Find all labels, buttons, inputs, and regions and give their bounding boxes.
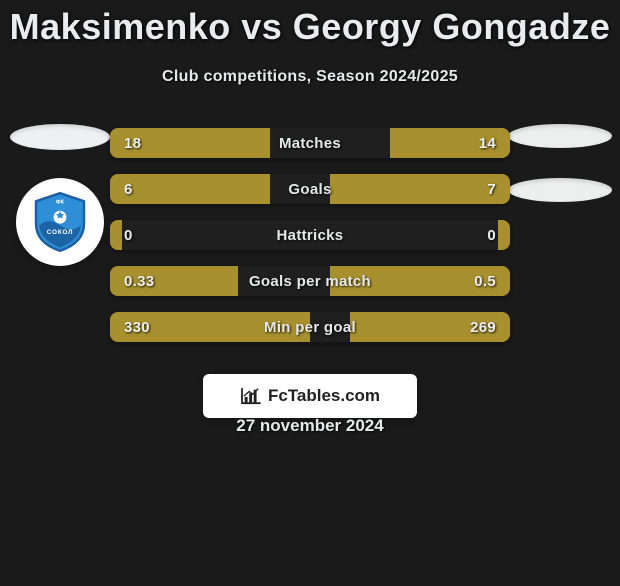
stat-row-inner: 330Min per goal269 [110, 312, 510, 342]
right-player-column [500, 124, 620, 202]
stat-label: Min per goal [110, 319, 510, 336]
stat-row-inner: 0Hattricks0 [110, 220, 510, 250]
stat-row: 0.33Goals per match0.5 [110, 266, 510, 296]
stat-label: Matches [110, 135, 510, 152]
brand-text: FcTables.com [268, 386, 380, 406]
club-badge-placeholder [508, 178, 612, 202]
player-photo-placeholder [508, 124, 612, 148]
club-badge: ФК СОКОЛ [16, 178, 104, 266]
stat-row: 0Hattricks0 [110, 220, 510, 250]
comparison-subtitle: Club competitions, Season 2024/2025 [0, 68, 620, 86]
chart-icon [240, 387, 262, 405]
stat-row: 18Matches14 [110, 128, 510, 158]
badge-text-mid: СОКОЛ [47, 229, 74, 236]
badge-text-top: ФК [56, 200, 65, 206]
stat-row: 6Goals7 [110, 174, 510, 204]
stat-row-inner: 18Matches14 [110, 128, 510, 158]
player-photo-placeholder [10, 124, 110, 150]
stat-row-inner: 0.33Goals per match0.5 [110, 266, 510, 296]
left-player-column: ФК СОКОЛ [0, 124, 120, 266]
stat-row: 330Min per goal269 [110, 312, 510, 342]
club-badge-svg: ФК СОКОЛ [28, 190, 92, 254]
stat-label: Goals per match [110, 273, 510, 290]
stats-table: 18Matches14 6Goals7 0Hattricks0 0.33Goals p… [110, 128, 510, 342]
generation-date: 27 november 2024 [0, 416, 620, 436]
comparison-title: Maksimenko vs Georgy Gongadze [0, 6, 620, 48]
brand-box: FcTables.com [203, 374, 417, 418]
stat-label: Hattricks [110, 227, 510, 244]
stat-row-inner: 6Goals7 [110, 174, 510, 204]
stat-label: Goals [110, 181, 510, 198]
